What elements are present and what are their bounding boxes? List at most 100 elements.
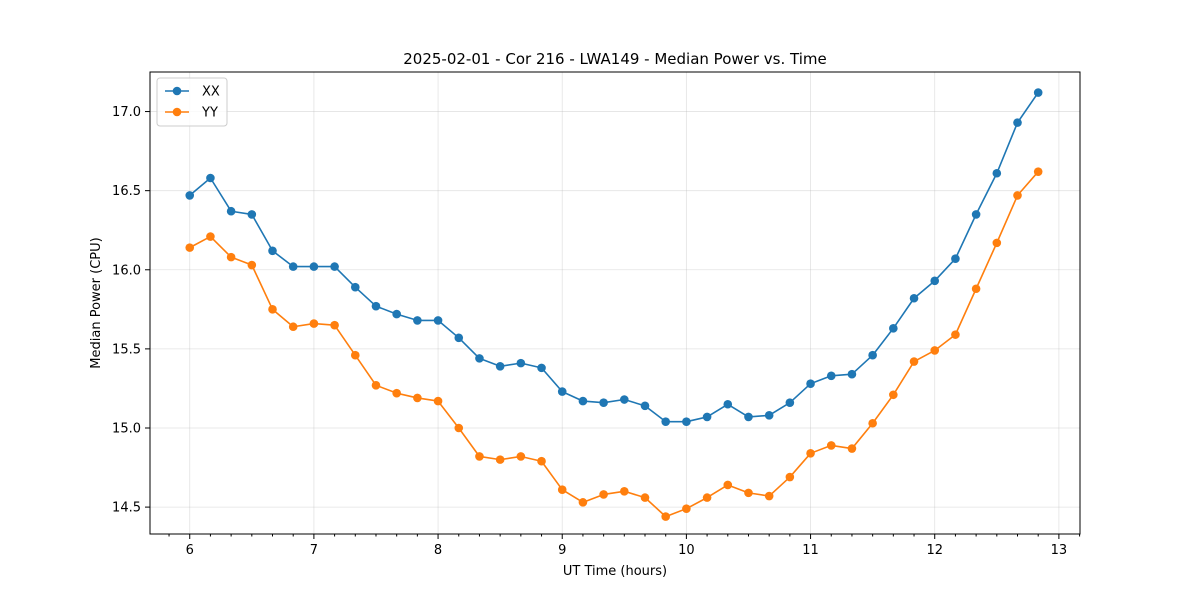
data-point-yy — [702, 493, 712, 502]
data-point-xx — [288, 262, 298, 271]
y-axis-title: Median Power (CPU) — [89, 237, 104, 368]
data-point-xx — [951, 254, 960, 263]
plot-area-frame — [149, 71, 1081, 535]
data-point-yy — [392, 388, 401, 398]
x-tick-label: 6 — [186, 543, 194, 558]
data-point-yy — [475, 452, 484, 461]
data-point-xx — [640, 401, 650, 411]
data-point-yy — [661, 512, 670, 521]
data-point-xx — [309, 262, 319, 271]
data-point-xx — [226, 206, 236, 216]
data-point-yy — [309, 319, 319, 328]
data-point-yy — [599, 490, 608, 499]
legend-label-xx: XX — [202, 85, 220, 100]
x-tick-label: 7 — [310, 543, 318, 558]
data-point-yy — [1013, 191, 1022, 200]
y-tick-label: 17.0 — [112, 105, 141, 120]
data-point-yy — [330, 320, 339, 330]
series-layer — [185, 88, 1043, 521]
data-point-yy — [951, 330, 960, 339]
data-point-yy — [785, 472, 795, 482]
data-point-xx — [682, 417, 691, 426]
legend-label-yy: YY — [201, 106, 218, 121]
data-point-xx — [868, 350, 877, 360]
x-tick-label: 12 — [926, 543, 943, 558]
data-point-yy — [516, 452, 526, 461]
data-point-xx — [620, 395, 629, 404]
data-point-yy — [495, 455, 505, 464]
data-point-xx — [1033, 88, 1043, 97]
y-tick-label: 16.5 — [112, 184, 141, 199]
data-point-xx — [206, 173, 215, 183]
data-point-yy — [992, 238, 1002, 248]
data-point-yy — [930, 346, 940, 355]
data-point-yy — [185, 243, 195, 252]
data-point-yy — [682, 504, 691, 513]
data-point-yy — [268, 305, 277, 314]
data-point-yy — [889, 390, 898, 400]
data-point-xx — [847, 369, 857, 379]
data-point-yy — [847, 444, 857, 453]
series-line-yy — [189, 171, 1039, 518]
data-point-yy — [288, 322, 298, 332]
data-point-xx — [1013, 118, 1022, 127]
data-point-yy — [744, 488, 753, 498]
data-point-yy — [350, 350, 360, 360]
data-point-yy — [226, 252, 236, 262]
data-point-yy — [247, 260, 257, 270]
data-point-yy — [806, 449, 815, 458]
data-point-xx — [785, 398, 795, 407]
data-point-yy — [620, 486, 629, 496]
data-point-xx — [350, 282, 360, 292]
data-point-yy — [764, 491, 774, 501]
data-point-xx — [330, 262, 339, 271]
y-tick-label: 14.5 — [112, 501, 141, 516]
data-point-xx — [930, 276, 940, 286]
data-point-xx — [826, 371, 836, 381]
data-point-yy — [971, 284, 981, 294]
data-point-xx — [992, 168, 1002, 178]
data-point-xx — [537, 363, 546, 373]
data-point-yy — [433, 396, 443, 406]
data-point-yy — [1033, 167, 1043, 176]
data-point-xx — [268, 246, 277, 256]
data-point-yy — [826, 441, 836, 450]
x-tick-label: 10 — [678, 543, 695, 558]
data-point-xx — [702, 412, 712, 422]
data-point-xx — [495, 361, 505, 371]
data-point-xx — [475, 354, 484, 363]
data-point-xx — [599, 398, 608, 407]
data-point-xx — [764, 411, 774, 420]
legend: XX YY — [156, 77, 228, 127]
data-point-xx — [392, 309, 401, 319]
legend-marker-yy — [172, 107, 182, 117]
data-point-xx — [578, 396, 588, 406]
data-point-yy — [909, 357, 919, 366]
data-point-xx — [247, 210, 257, 219]
data-point-yy — [723, 480, 733, 490]
data-point-xx — [889, 324, 898, 333]
data-point-xx — [371, 301, 381, 311]
series-line-xx — [189, 92, 1039, 423]
data-point-yy — [640, 493, 650, 502]
data-point-xx — [744, 412, 753, 422]
data-point-xx — [185, 191, 195, 200]
data-point-xx — [909, 293, 919, 303]
data-point-yy — [413, 393, 422, 403]
data-point-yy — [578, 498, 588, 507]
y-tick-label: 16.0 — [112, 263, 141, 278]
y-tick-label: 15.5 — [112, 342, 141, 357]
x-tick-label: 9 — [558, 543, 566, 558]
y-tick-label: 15.0 — [112, 421, 141, 436]
x-axis-title: UT Time (hours) — [563, 564, 667, 579]
data-point-xx — [413, 316, 422, 325]
data-point-yy — [868, 418, 877, 428]
data-point-xx — [661, 417, 670, 426]
grid-lines — [150, 72, 1080, 534]
x-tick-label: 13 — [1051, 543, 1068, 558]
axis-ticks: 6 7 8 9 10 11 12 13 14.5 15.0 15.5 16.0 16.5 17.0 — [112, 105, 1081, 558]
data-point-yy — [454, 423, 464, 433]
data-point-xx — [971, 210, 981, 219]
data-point-yy — [557, 485, 567, 494]
